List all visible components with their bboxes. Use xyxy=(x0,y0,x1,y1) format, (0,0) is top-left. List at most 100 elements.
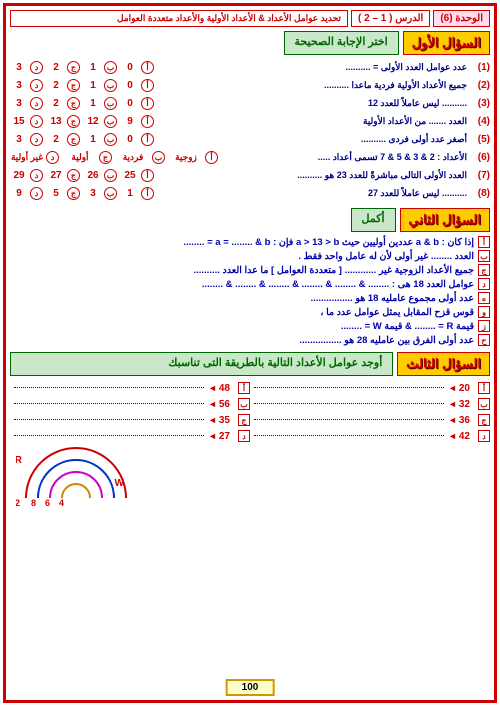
option[interactable]: ب1 xyxy=(84,97,117,110)
option[interactable]: ج2 xyxy=(47,133,80,146)
options-group: أ0 ب1 ج2 د3 xyxy=(10,61,154,74)
factor-number: 36 xyxy=(459,415,470,426)
option-value: غير أولية xyxy=(10,152,44,163)
option[interactable]: د3 xyxy=(10,79,43,92)
factor-number: 27 xyxy=(219,431,230,442)
option-value: أولية xyxy=(63,152,97,163)
option-letter-icon: د xyxy=(30,169,43,182)
option[interactable]: جأولية xyxy=(63,151,112,164)
option-letter-icon: ج xyxy=(67,61,80,74)
option-value: 15 xyxy=(10,116,28,127)
option-letter-icon: ب xyxy=(104,133,117,146)
fill-row: ز قيمة R = ........ & قيمة W = ........ xyxy=(140,320,490,332)
option[interactable]: أ1 xyxy=(121,187,154,200)
question-number: (6) xyxy=(470,152,490,163)
fill-text: قوس قزح المقابل يمثل عوامل عدد ما ، xyxy=(320,307,474,318)
option-letter-icon: ب xyxy=(152,151,165,164)
option[interactable]: أ0 xyxy=(121,79,154,92)
factor-number: 48 xyxy=(219,383,230,394)
question-text: الأعداد : 2 & 3 & 5 & 7 تسمى أعداد ..... xyxy=(318,152,467,163)
options-group: أ0 ب1 ج2 د3 xyxy=(10,133,154,146)
option-value: 3 xyxy=(10,134,28,145)
fill-marker-icon: ز xyxy=(478,320,490,332)
dots-line xyxy=(14,435,204,436)
svg-text:W: W xyxy=(115,478,125,489)
option[interactable]: ب1 xyxy=(84,133,117,146)
option-value: 2 xyxy=(47,62,65,73)
option-value: 12 xyxy=(84,116,102,127)
option-letter-icon: ب xyxy=(104,79,117,92)
option[interactable]: أ0 xyxy=(121,61,154,74)
option[interactable]: أ9 xyxy=(121,115,154,128)
option[interactable]: أزوجية xyxy=(169,151,218,164)
option[interactable]: د15 xyxy=(10,115,43,128)
option-letter-icon: ج xyxy=(67,187,80,200)
option[interactable]: بفردية xyxy=(116,151,165,164)
option[interactable]: ج13 xyxy=(47,115,80,128)
option[interactable]: ب1 xyxy=(84,79,117,92)
svg-text:12: 12 xyxy=(16,498,20,508)
option[interactable]: د3 xyxy=(10,61,43,74)
mcq-row: (2)جميع الأعداد الأولية فردية ماعدا ....… xyxy=(10,77,490,94)
option[interactable]: دغير أولية xyxy=(10,151,59,164)
marker-icon: ج xyxy=(478,414,490,426)
fill-text: إذا كان : a & b عددين أوليين حيث a > 13 … xyxy=(183,237,474,248)
option[interactable]: د3 xyxy=(10,97,43,110)
section3-title: أوجد عوامل الأعداد التالية بالطريقة التى… xyxy=(10,352,393,376)
option-value: 1 xyxy=(84,62,102,73)
unit-label: الوحدة (6) xyxy=(433,10,490,27)
mcq-row: (8).......... ليس عاملاً للعدد 27أ1ب3ج5د… xyxy=(10,185,490,202)
section2-label: السؤال الثاني xyxy=(400,208,490,232)
dots-line xyxy=(254,403,444,404)
option[interactable]: د29 xyxy=(10,169,43,182)
fill-text: قيمة R = ........ & قيمة W = ........ xyxy=(341,321,474,332)
option[interactable]: د9 xyxy=(10,187,43,200)
mcq-row: (5)أصغر عدد أولى فردى .......... أ0 ب1 ج2 د3 xyxy=(10,131,490,148)
question-text: أصغر عدد أولى فردى .......... xyxy=(361,134,467,145)
section1-title: اختر الإجابة الصحيحة xyxy=(284,31,399,55)
option-value: 3 xyxy=(10,62,28,73)
option[interactable]: ج2 xyxy=(47,61,80,74)
fill-row: أإذا كان : a & b عددين أوليين حيث a > 13… xyxy=(140,236,490,248)
factor-number: 35 xyxy=(219,415,230,426)
mcq-row: (1)عدد عوامل العدد الأولى = ..........أ0… xyxy=(10,59,490,76)
options-group: أ0 ب1 ج2 د3 xyxy=(10,97,154,110)
option-value: 1 xyxy=(84,134,102,145)
page-number: 100 xyxy=(226,679,275,696)
option[interactable]: ج5 xyxy=(47,187,80,200)
option[interactable]: أ0 xyxy=(121,133,154,146)
section3-label: السؤال الثالث xyxy=(397,352,490,376)
marker-icon: أ xyxy=(478,382,490,394)
option[interactable]: ج2 xyxy=(47,97,80,110)
option-value: 2 xyxy=(47,98,65,109)
option-letter-icon: ب xyxy=(104,115,117,128)
option-letter-icon: أ xyxy=(141,115,154,128)
option[interactable]: ب3 xyxy=(84,187,117,200)
option[interactable]: ب12 xyxy=(84,115,117,128)
option-value: 26 xyxy=(84,170,102,181)
option-value: 0 xyxy=(121,80,139,91)
fill-text: عوامل العدد 18 هى : ........ & ........ … xyxy=(202,279,474,290)
question-number: (3) xyxy=(470,98,490,109)
option[interactable]: ب26 xyxy=(84,169,117,182)
option[interactable]: ج2 xyxy=(47,79,80,92)
option[interactable]: د3 xyxy=(10,133,43,146)
question-number: (5) xyxy=(470,134,490,145)
options-group: أ25 ب26 ج27 د29 xyxy=(10,169,154,182)
fill-row: دعوامل العدد 18 هى : ........ & ........… xyxy=(140,278,490,290)
option[interactable]: ج27 xyxy=(47,169,80,182)
factor-cell: أ20◄ xyxy=(250,382,490,394)
option[interactable]: ب1 xyxy=(84,61,117,74)
triangle-icon: ◄ xyxy=(448,415,457,425)
mcq-row: (6)الأعداد : 2 & 3 & 5 & 7 تسمى أعداد ..… xyxy=(10,149,490,166)
svg-text:R: R xyxy=(16,455,23,466)
factor-cell: أ48◄ xyxy=(10,382,250,394)
marker-icon: د xyxy=(478,430,490,442)
section2-title: أكمل xyxy=(351,208,396,232)
triangle-icon: ◄ xyxy=(448,431,457,441)
section2-header: السؤال الثاني أكمل xyxy=(10,208,490,232)
fill-marker-icon: ه xyxy=(478,292,490,304)
option[interactable]: أ0 xyxy=(121,97,154,110)
option-letter-icon: ب xyxy=(104,169,117,182)
option[interactable]: أ25 xyxy=(121,169,154,182)
